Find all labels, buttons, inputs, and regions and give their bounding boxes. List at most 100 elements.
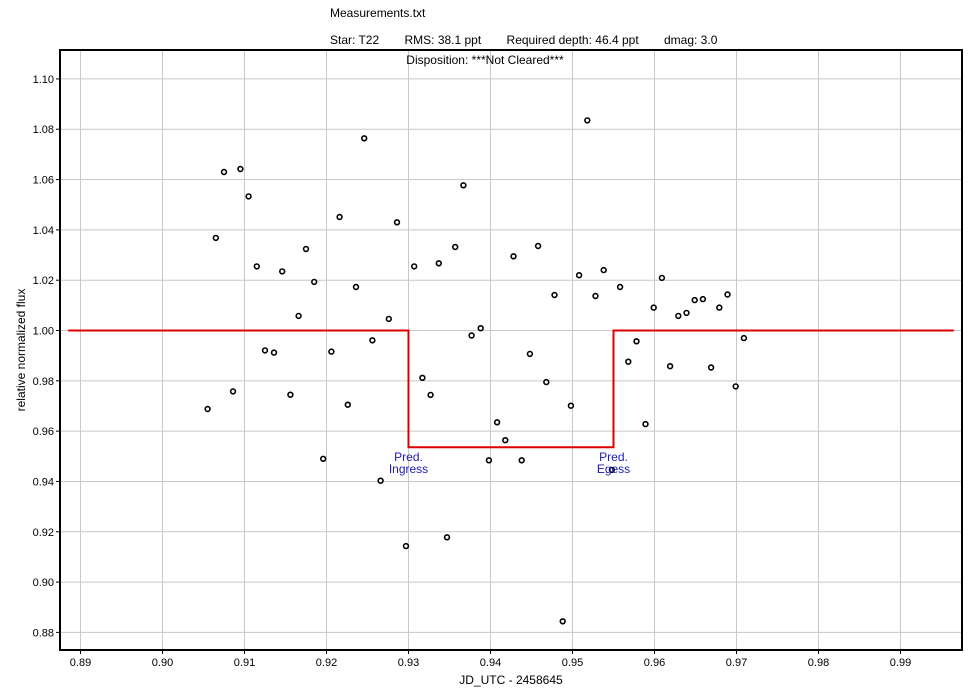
data-point [699,295,707,303]
data-point [616,283,624,291]
data-point [740,334,748,342]
data-point [666,363,674,370]
data-point [650,304,657,311]
data-point [658,274,666,282]
data-point [584,117,591,124]
y-tick-label: 1.10 [33,74,54,86]
y-tick-label: 0.96 [33,426,54,438]
data-point [567,402,575,409]
annotation-label: Egess [597,462,630,476]
y-tick-label: 1.08 [33,124,54,136]
data-point [393,219,401,226]
data-point [691,296,698,304]
disposition-label: Disposition: ***Not Cleared*** [406,53,564,67]
x-tick-label: 0.99 [890,657,911,669]
annotation-label: Pred. [394,450,423,464]
points-layer [204,117,748,625]
y-tick-label: 1.02 [33,275,54,287]
data-point [287,391,294,398]
model-layer [68,329,954,449]
y-tick-label: 0.88 [33,627,54,639]
star-label: Star: T22 [330,33,380,47]
x-tick-label: 0.93 [398,657,419,669]
x-tick-label: 0.89 [70,657,91,669]
dmag-label: dmag: 3.0 [664,33,718,47]
annotation-label: Ingress [389,462,428,476]
data-point [452,243,459,251]
x-tick-label: 0.92 [316,657,337,669]
x-axis-title: JD_UTC - 2458645 [459,673,563,687]
data-point [377,477,384,484]
plot-frame [59,49,963,651]
x-tick-label: 0.94 [480,657,501,669]
data-point [608,466,616,474]
data-point [311,278,318,286]
chart-title: Measurements.txt [330,6,426,20]
data-point [336,213,343,221]
x-tick-label: 0.97 [726,657,747,669]
data-point [642,420,649,428]
data-point [502,437,509,444]
data-point [707,364,715,371]
data-point [253,263,260,270]
tick-layer: 0.89 0.90 0.91 0.92 0.93 0.94 0.95 0.96 0.97 0.98… [33,74,912,669]
y-tick-label: 1.00 [33,326,54,338]
data-point [361,135,368,142]
info-line: Star: T22 RMS: 38.1 ppt Required depth: … [330,33,739,47]
annotation-label: Pred. [599,450,628,464]
data-point [369,337,376,344]
data-point [485,457,493,464]
data-point [592,292,599,300]
data-point [328,348,335,355]
data-point [411,263,418,270]
x-tick-label: 0.95 [562,657,583,669]
data-point [229,388,237,395]
data-point [543,378,550,386]
data-point [402,542,410,550]
data-point [575,272,583,279]
y-tick-label: 1.06 [33,175,54,187]
y-tick-label: 0.90 [33,577,54,589]
data-point [302,245,310,253]
y-tick-label: 1.04 [33,225,54,237]
data-point [435,260,442,267]
data-point [419,374,426,381]
data-point [724,291,731,298]
data-point [510,253,517,260]
data-point [295,312,302,320]
data-point [385,315,392,323]
y-tick-label: 0.94 [33,476,54,488]
data-point [212,234,220,242]
data-point [675,312,682,320]
data-point [477,325,484,332]
data-point [220,168,228,176]
data-point [633,338,640,345]
data-point [716,304,723,311]
data-point [468,332,475,339]
required-depth-label: Required depth: 46.4 ppt [506,33,639,47]
x-tick-label: 0.91 [234,657,255,669]
data-point [460,182,467,189]
data-point [204,405,211,413]
data-point [683,309,690,317]
data-point [625,358,632,365]
data-point [320,455,327,462]
data-point [551,291,558,299]
grid-layer [60,50,962,650]
data-point [559,618,566,625]
y-tick-label: 0.98 [33,376,54,388]
data-point [443,534,451,541]
data-point [427,391,434,399]
data-point [279,268,286,275]
data-point [600,266,607,274]
data-point [344,401,351,408]
data-point [526,350,534,358]
data-point [237,165,244,173]
data-point [518,457,525,464]
data-point [245,193,252,200]
data-point [534,242,542,250]
data-point [493,419,501,426]
rms-label: RMS: 38.1 ppt [404,33,482,47]
x-tick-label: 0.98 [808,657,829,669]
data-point [352,283,360,291]
